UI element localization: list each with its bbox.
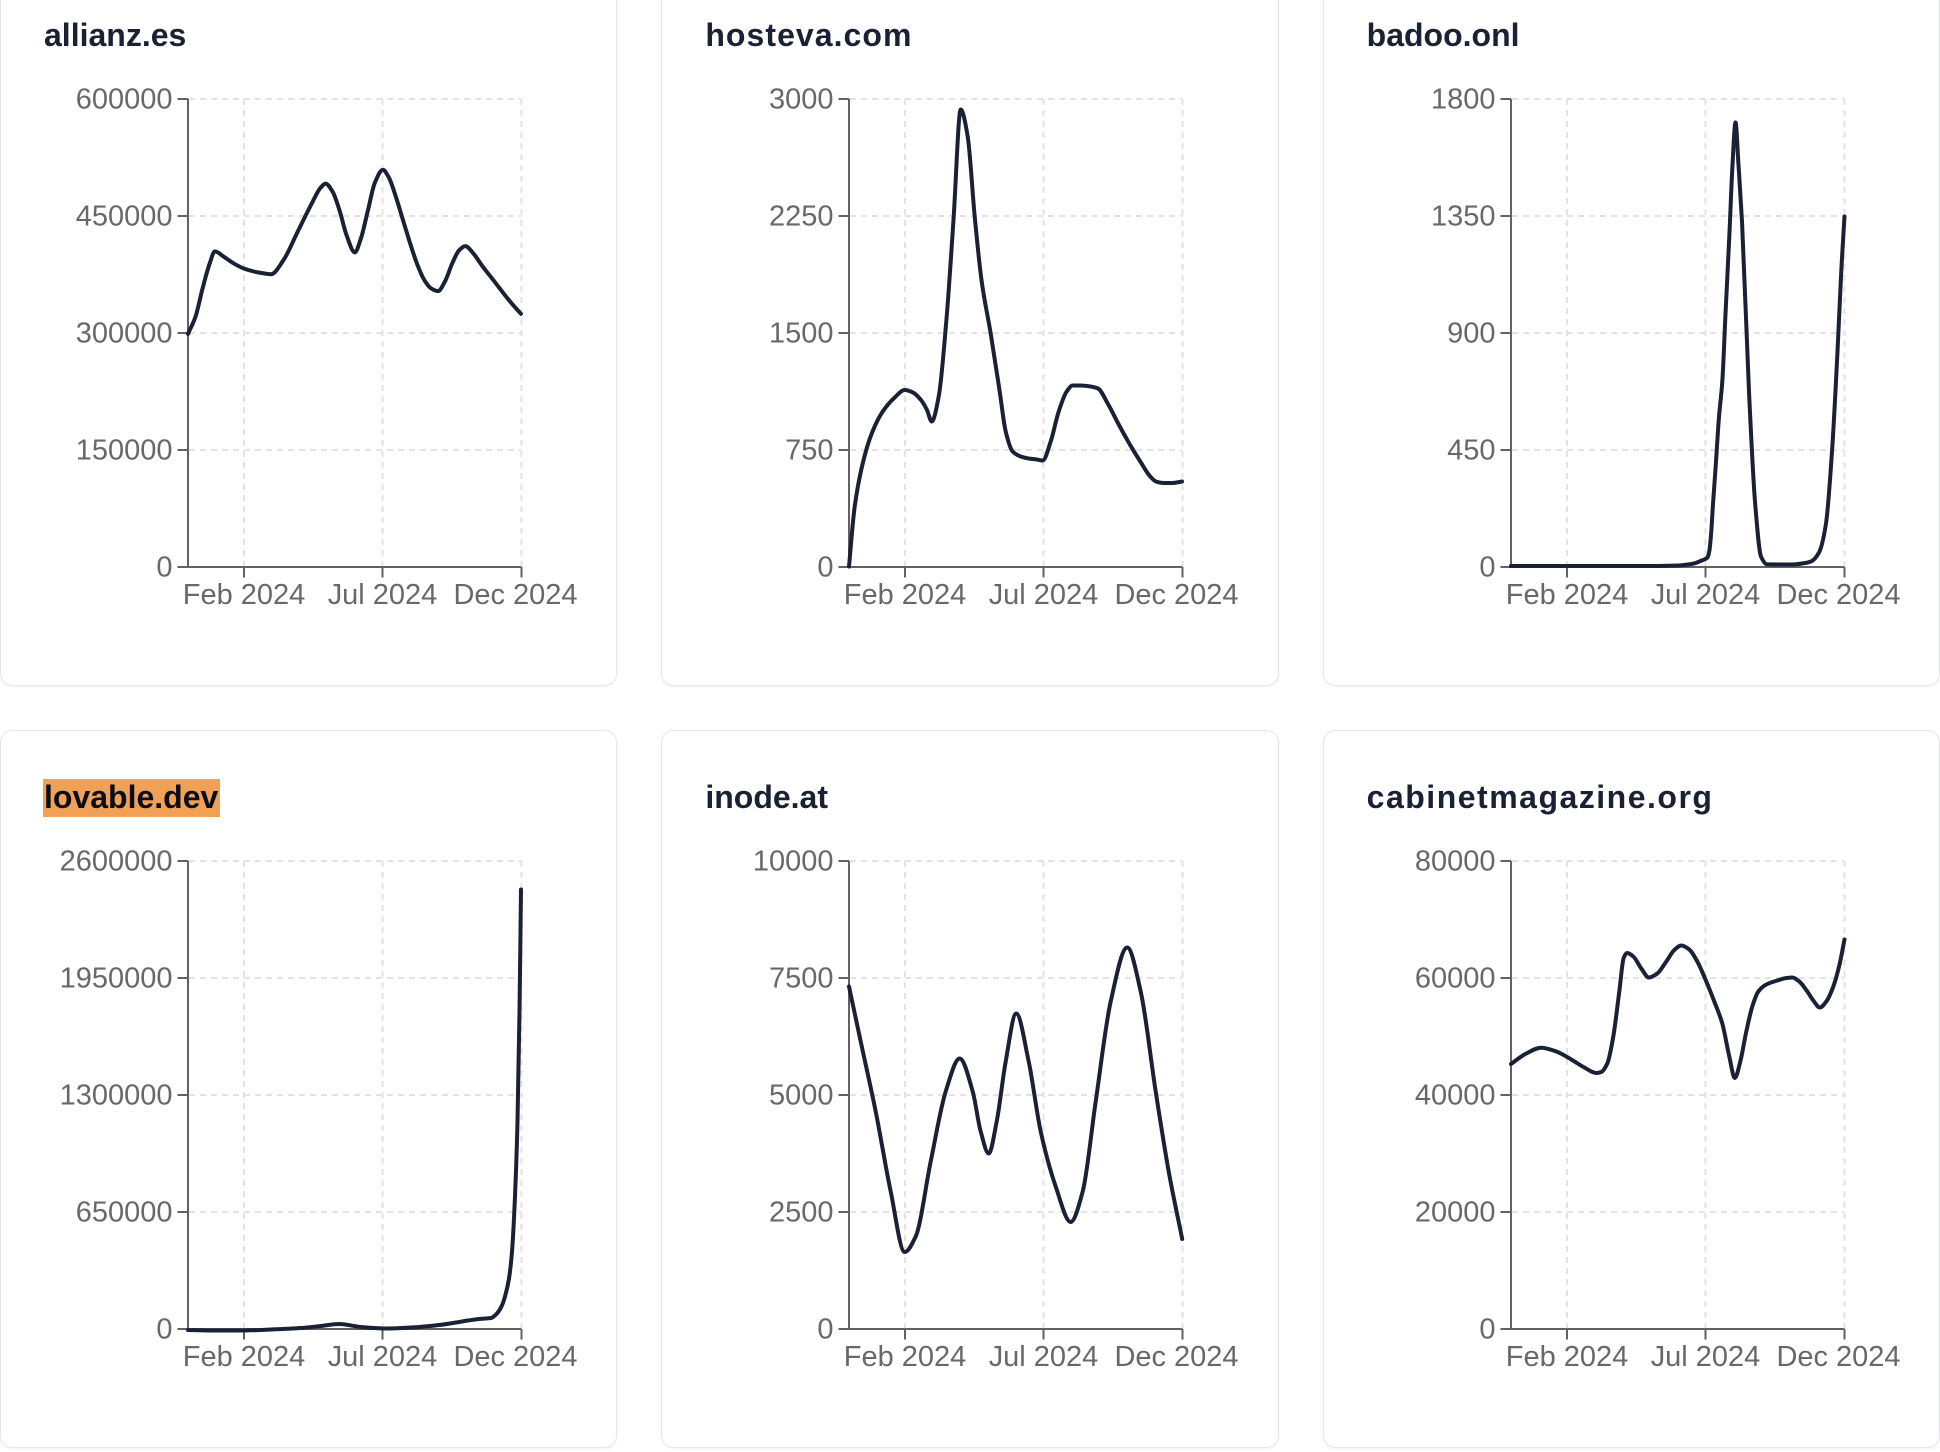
svg-text:1800: 1800 xyxy=(1431,83,1495,115)
svg-text:Feb 2024: Feb 2024 xyxy=(183,1340,305,1372)
svg-text:150000: 150000 xyxy=(76,434,173,466)
svg-text:300000: 300000 xyxy=(76,317,173,349)
svg-text:1500: 1500 xyxy=(769,317,833,349)
svg-text:0: 0 xyxy=(156,1313,172,1345)
svg-text:0: 0 xyxy=(1479,1313,1495,1345)
svg-text:1300000: 1300000 xyxy=(60,1079,173,1111)
svg-text:0: 0 xyxy=(818,551,834,583)
svg-text:60000: 60000 xyxy=(1415,962,1496,994)
svg-text:20000: 20000 xyxy=(1415,1196,1496,1228)
svg-text:Feb 2024: Feb 2024 xyxy=(1505,1340,1627,1372)
svg-text:0: 0 xyxy=(818,1313,834,1345)
svg-text:Feb 2024: Feb 2024 xyxy=(1505,578,1627,610)
svg-text:2600000: 2600000 xyxy=(60,845,173,877)
svg-text:Dec 2024: Dec 2024 xyxy=(453,1340,577,1372)
svg-text:80000: 80000 xyxy=(1415,845,1496,877)
svg-text:Dec 2024: Dec 2024 xyxy=(1776,578,1900,610)
svg-text:3000: 3000 xyxy=(769,83,833,115)
svg-text:Feb 2024: Feb 2024 xyxy=(183,578,305,610)
svg-text:Dec 2024: Dec 2024 xyxy=(1776,1340,1900,1372)
svg-text:1350: 1350 xyxy=(1431,200,1495,232)
svg-text:Feb 2024: Feb 2024 xyxy=(844,1340,966,1372)
svg-text:Dec 2024: Dec 2024 xyxy=(1115,1340,1239,1372)
svg-text:0: 0 xyxy=(1479,551,1495,583)
svg-text:Jul 2024: Jul 2024 xyxy=(1650,1340,1760,1372)
svg-text:5000: 5000 xyxy=(769,1079,833,1111)
svg-text:7500: 7500 xyxy=(769,962,833,994)
svg-text:Dec 2024: Dec 2024 xyxy=(453,578,577,610)
svg-text:600000: 600000 xyxy=(76,83,173,115)
svg-text:Jul 2024: Jul 2024 xyxy=(989,1340,1099,1372)
svg-text:750: 750 xyxy=(785,434,833,466)
svg-text:900: 900 xyxy=(1447,317,1495,349)
svg-text:Jul 2024: Jul 2024 xyxy=(1650,578,1760,610)
svg-text:Feb 2024: Feb 2024 xyxy=(844,578,966,610)
svg-text:Dec 2024: Dec 2024 xyxy=(1115,578,1239,610)
svg-text:10000: 10000 xyxy=(753,845,834,877)
svg-text:Jul 2024: Jul 2024 xyxy=(989,578,1099,610)
svg-text:450000: 450000 xyxy=(76,200,173,232)
svg-text:Jul 2024: Jul 2024 xyxy=(328,578,438,610)
svg-text:450: 450 xyxy=(1447,434,1495,466)
svg-text:Jul 2024: Jul 2024 xyxy=(328,1340,438,1372)
svg-text:650000: 650000 xyxy=(76,1196,173,1228)
svg-text:1950000: 1950000 xyxy=(60,962,173,994)
svg-text:40000: 40000 xyxy=(1415,1079,1496,1111)
svg-text:2500: 2500 xyxy=(769,1196,833,1228)
svg-text:0: 0 xyxy=(156,551,172,583)
svg-text:2250: 2250 xyxy=(769,200,833,232)
